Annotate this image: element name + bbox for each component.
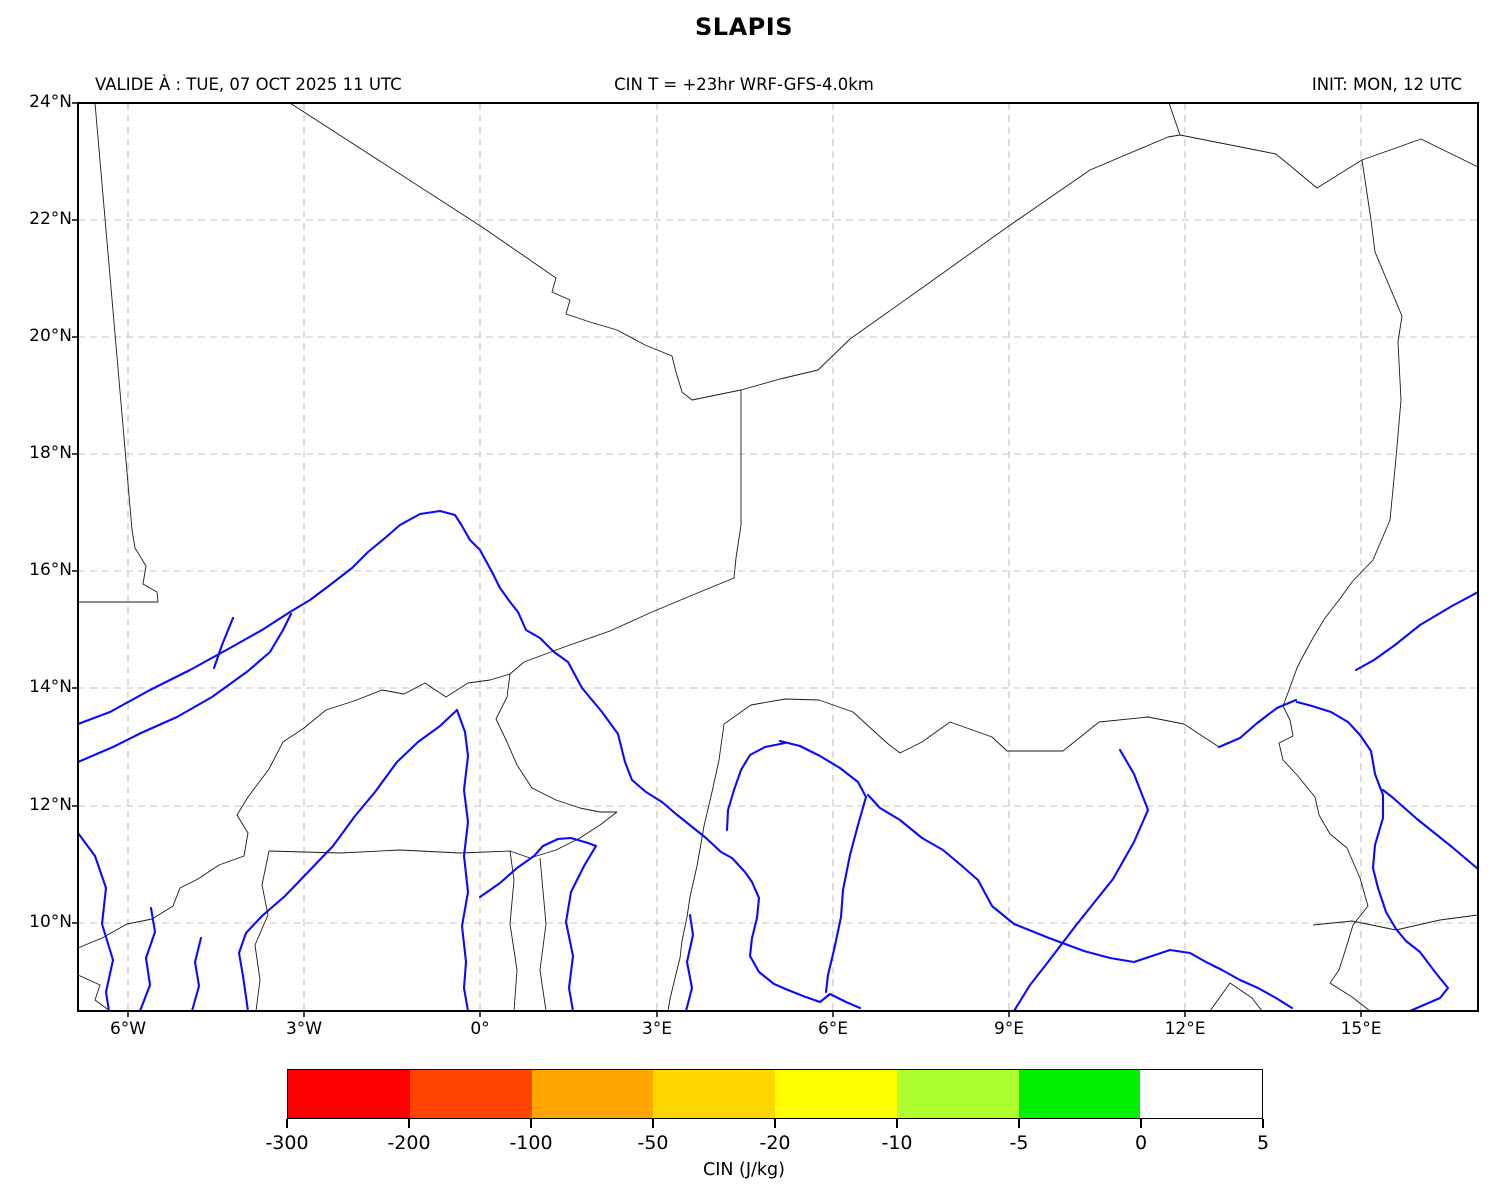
- colorbar-tick-label: -300: [265, 1132, 309, 1154]
- colorbar: [287, 1069, 1263, 1119]
- colorbar-tick-label: -100: [509, 1132, 553, 1154]
- x-tick-label: 12°E: [1164, 1019, 1206, 1039]
- colorbar-segment: [1018, 1070, 1141, 1118]
- colorbar-caption: CIN (J/kg): [703, 1160, 785, 1180]
- x-tick-label: 3°W: [285, 1019, 323, 1039]
- x-tick-label: 15°E: [1340, 1019, 1382, 1039]
- colorbar-segment: [775, 1070, 897, 1118]
- country-borders-layer: [78, 103, 1478, 1011]
- x-tick-label: 3°E: [641, 1019, 673, 1039]
- colorbar-tick: [1140, 1119, 1142, 1128]
- colorbar-tick-label: -10: [881, 1132, 913, 1154]
- colorbar-tick-label: -50: [637, 1132, 669, 1154]
- y-tick-label: 24°N: [29, 92, 72, 112]
- y-tick-label: 10°N: [29, 912, 72, 932]
- page-title: SLAPIS: [695, 13, 793, 41]
- x-tick-label: 6°E: [817, 1019, 849, 1039]
- valid-time-label: VALIDE À : TUE, 07 OCT 2025 11 UTC: [95, 75, 402, 94]
- colorbar-tick-label: -20: [759, 1132, 791, 1154]
- colorbar-tick: [286, 1119, 288, 1128]
- colorbar-tick: [896, 1119, 898, 1128]
- y-tick-label: 22°N: [29, 209, 72, 229]
- colorbar-segment: [409, 1070, 532, 1118]
- colorbar-tick: [408, 1119, 410, 1128]
- y-tick-label: 20°N: [29, 326, 72, 346]
- y-tick-label: 16°N: [29, 560, 72, 580]
- colorbar-tick-label: -200: [387, 1132, 431, 1154]
- x-tick-label: 9°E: [993, 1019, 1025, 1039]
- colorbar-tick: [652, 1119, 654, 1128]
- y-tick-label: 12°N: [29, 795, 72, 815]
- colorbar-segment: [1140, 1070, 1262, 1118]
- forecast-field-label: CIN T = +23hr WRF-GFS-4.0km: [614, 75, 874, 94]
- rivers-layer: [78, 509, 1478, 1011]
- colorbar-tick-label: 0: [1134, 1132, 1148, 1154]
- colorbar-tick: [774, 1119, 776, 1128]
- colorbar-tick-label: -5: [1009, 1132, 1029, 1154]
- colorbar-tick-label: 5: [1256, 1132, 1270, 1154]
- x-tick-label: 0°: [470, 1019, 490, 1039]
- colorbar-segment: [896, 1070, 1019, 1118]
- colorbar-tick: [530, 1119, 532, 1128]
- colorbar-segment: [288, 1070, 410, 1118]
- y-tick-label: 14°N: [29, 677, 72, 697]
- colorbar-tick: [1262, 1119, 1264, 1128]
- init-time-label: INIT: MON, 12 UTC: [1311, 75, 1462, 94]
- x-tick-label: 6°W: [109, 1019, 147, 1039]
- y-tick-label: 18°N: [29, 443, 72, 463]
- colorbar-tick: [1018, 1119, 1020, 1128]
- colorbar-segment: [531, 1070, 654, 1118]
- colorbar-segment: [653, 1070, 775, 1118]
